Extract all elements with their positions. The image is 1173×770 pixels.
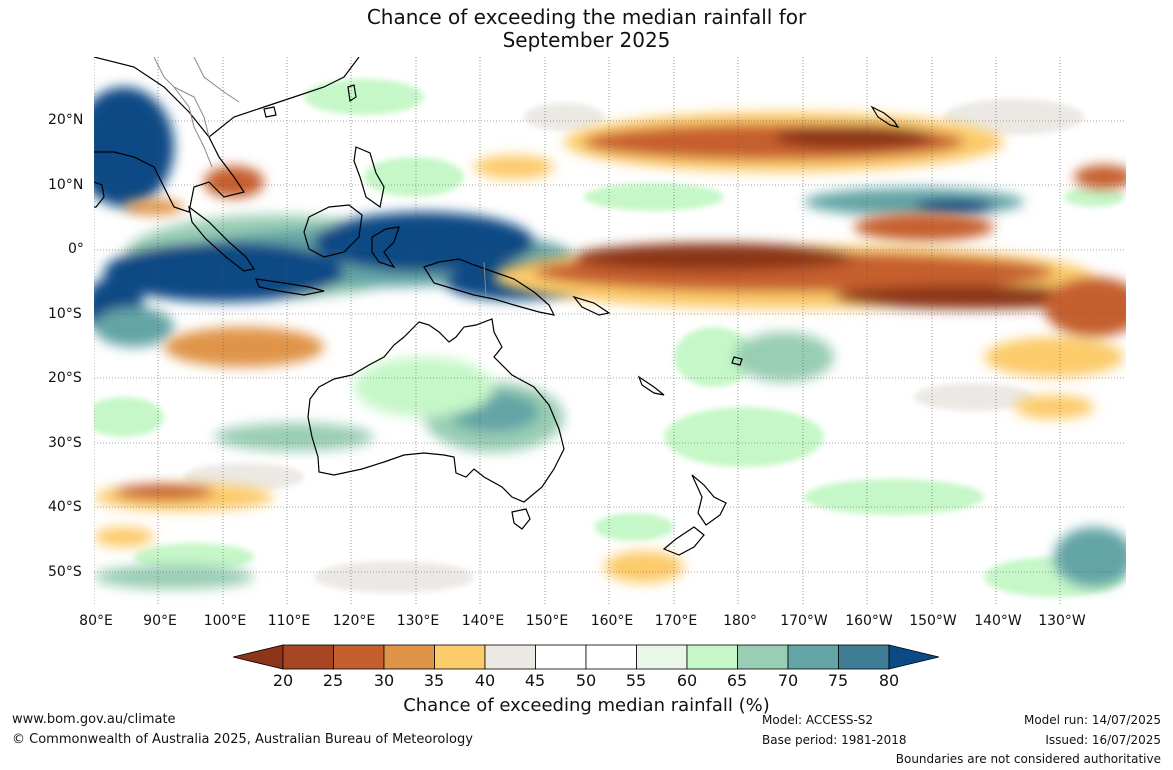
- lon-label-160w: 160°W: [845, 613, 893, 629]
- website-link[interactable]: www.bom.gov.au/climate: [12, 712, 176, 727]
- map-title-line1: Chance of exceeding the median rainfall …: [366, 5, 807, 29]
- lon-label-170w: 170°W: [780, 613, 828, 629]
- colorbar-tick-30: 30: [373, 671, 395, 690]
- colorbar-bin-50-55: [585, 644, 637, 670]
- lon-label-140w: 140°W: [974, 613, 1022, 629]
- lon-label-100e: 100°E: [203, 613, 247, 629]
- colorbar-tick-60: 60: [676, 671, 698, 690]
- colorbar-bin-75-80: [838, 644, 890, 670]
- lon-label-170e: 170°E: [654, 613, 698, 629]
- sumatra-coastline: [188, 205, 255, 272]
- hainan-coastline: [263, 106, 277, 118]
- colorbar-tick-45: 45: [524, 671, 546, 690]
- colorbar-tick-35: 35: [423, 671, 445, 690]
- lat-label-10s: 10°S: [48, 306, 82, 322]
- australia-coastline: [307, 318, 565, 503]
- lon-label-160e: 160°E: [590, 613, 634, 629]
- lon-label-150w: 150°W: [909, 613, 957, 629]
- colorbar-bin-45-50: [535, 644, 587, 670]
- below-median-areas: [94, 112, 1126, 583]
- colorbar-low-extension: [232, 644, 284, 670]
- colorbar-tick-55: 55: [625, 671, 647, 690]
- lon-label-140e: 140°E: [461, 613, 505, 629]
- colorbar-bin-55-60: [636, 644, 688, 670]
- colorbar-tick-50: 50: [575, 671, 597, 690]
- lon-label-110e: 110°E: [267, 613, 311, 629]
- copyright-text: © Commonwealth of Australia 2025, Austra…: [12, 732, 473, 747]
- lon-label-90e: 90°E: [143, 613, 177, 629]
- sri-lanka-coastline: [94, 181, 105, 208]
- borneo-coastline: [303, 204, 363, 258]
- coastlines: [94, 57, 900, 556]
- fiji-coastline: [731, 356, 743, 366]
- new-zealand-north-coastline: [691, 474, 727, 526]
- background-texture: [94, 79, 1124, 597]
- philippines-coastline: [353, 146, 385, 209]
- colorbar-bin-25-30: [333, 644, 385, 670]
- new-zealand-south-coastline: [662, 526, 705, 556]
- lon-label-120e: 120°E: [332, 613, 376, 629]
- asia-east-coastline: [208, 57, 360, 138]
- graticule: [94, 57, 1126, 605]
- colorbar: [232, 643, 940, 671]
- taiwan-coastline: [347, 84, 357, 103]
- lat-label-20n: 20°N: [48, 112, 84, 128]
- colorbar-bin-70-75: [787, 644, 839, 670]
- colorbar-label: Chance of exceeding median rainfall (%): [403, 695, 770, 716]
- rainfall-map: [94, 57, 1126, 605]
- colorbar-bin-20-25: [282, 644, 334, 670]
- colorbar-bin-65-70: [737, 644, 789, 670]
- hawaii-coastline: [870, 105, 900, 128]
- colorbar-tick-65: 65: [726, 671, 748, 690]
- lat-label-30s: 30°S: [48, 435, 82, 451]
- colorbar-tick-25: 25: [322, 671, 344, 690]
- new-caledonia-coastline: [637, 375, 665, 396]
- new-guinea-coastline: [423, 258, 556, 316]
- colorbar-tick-40: 40: [474, 671, 496, 690]
- colorbar-bin-30-35: [383, 644, 435, 670]
- sulawesi-coastline: [371, 226, 400, 269]
- lat-label-0: 0°: [68, 241, 84, 257]
- lat-label-40s: 40°S: [48, 499, 82, 515]
- lat-label-50s: 50°S: [48, 564, 82, 580]
- lon-label-150e: 150°E: [525, 613, 569, 629]
- colorbar-tick-75: 75: [827, 671, 849, 690]
- colorbar-bin-40-45: [484, 644, 536, 670]
- solomon-islands-coastline: [572, 295, 611, 316]
- lon-label-130w: 130°W: [1038, 613, 1086, 629]
- model-run-date: Model run: 14/07/2025: [1023, 713, 1161, 727]
- map-title-line2: September 2025: [502, 28, 671, 52]
- colorbar-tick-20: 20: [272, 671, 294, 690]
- colorbar-tick-70: 70: [777, 671, 799, 690]
- issued-date: Issued: 16/07/2025: [1045, 733, 1161, 747]
- colorbar-high-extension: [888, 644, 940, 670]
- colorbar-bin-60-65: [686, 644, 738, 670]
- colorbar-tick-80: 80: [878, 671, 900, 690]
- country-borders: [153, 57, 487, 298]
- colorbar-bin-35-40: [434, 644, 486, 670]
- tasmania-coastline: [511, 508, 531, 530]
- base-period: Base period: 1981-2018: [762, 733, 907, 747]
- lon-label-130e: 130°E: [396, 613, 440, 629]
- asia-mainland-coastline: [94, 57, 245, 213]
- lon-label-180: 180°: [723, 613, 757, 629]
- model-name: Model: ACCESS-S2: [762, 713, 874, 727]
- lat-label-10n: 10°N: [48, 177, 84, 193]
- boundaries-disclaimer: Boundaries are not considered authoritat…: [895, 752, 1161, 766]
- lon-label-80e: 80°E: [79, 613, 113, 629]
- java-coastline: [255, 278, 325, 296]
- lat-label-20s: 20°S: [48, 370, 82, 386]
